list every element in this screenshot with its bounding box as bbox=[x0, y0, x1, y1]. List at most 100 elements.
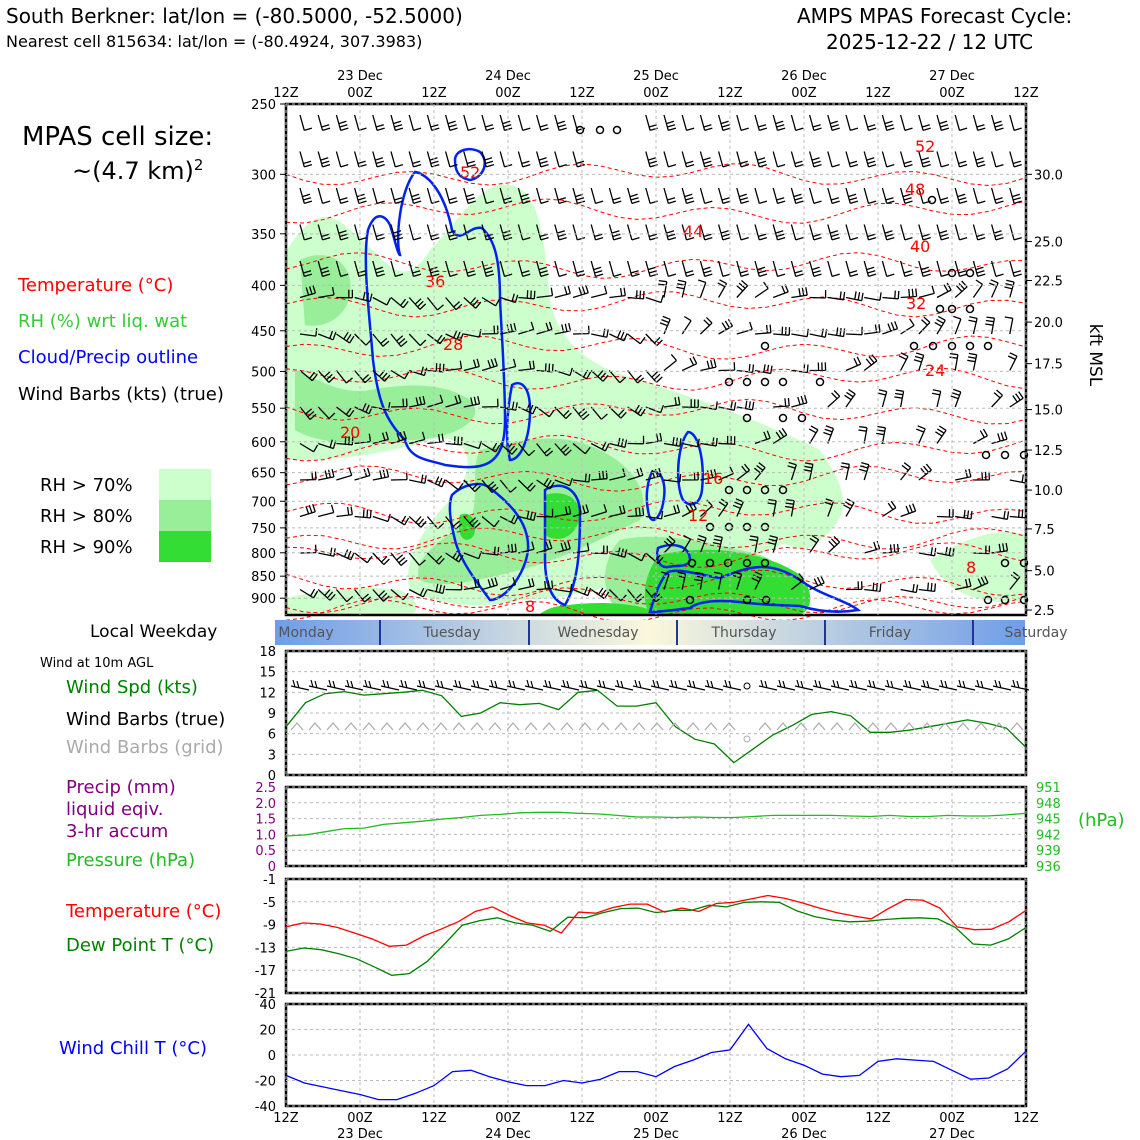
wind-barb bbox=[645, 294, 664, 304]
wind-barb bbox=[881, 260, 895, 278]
wind-barb bbox=[899, 114, 913, 132]
wind-barb bbox=[955, 468, 972, 481]
wind-barb bbox=[681, 501, 697, 518]
wind-barb bbox=[354, 552, 373, 564]
wind-barb bbox=[372, 513, 391, 523]
wind-barb bbox=[372, 589, 390, 602]
calm-wind-marker bbox=[595, 125, 605, 135]
wind-barb bbox=[863, 224, 877, 241]
wind-barb bbox=[845, 260, 859, 278]
wind-barb bbox=[572, 504, 590, 518]
surface-wind-barb bbox=[362, 679, 382, 691]
wind-barb bbox=[1009, 260, 1022, 278]
wind-barb bbox=[591, 504, 608, 518]
calm-wind-marker bbox=[965, 304, 975, 314]
wind-barb bbox=[954, 151, 968, 168]
wind-barb bbox=[499, 293, 519, 304]
calm-wind-marker bbox=[705, 558, 715, 568]
calm-wind-marker bbox=[1000, 450, 1010, 460]
wind-barb bbox=[953, 315, 962, 335]
wind-barb bbox=[682, 438, 700, 448]
calm-wind-marker bbox=[723, 558, 733, 568]
wind-barb bbox=[481, 357, 498, 372]
wind-barb bbox=[990, 224, 1004, 241]
wind-barb bbox=[991, 510, 1010, 520]
pressure-tick-label: 800 bbox=[251, 547, 276, 562]
wind-barb bbox=[408, 187, 422, 205]
bottom-hour-label: 00Z bbox=[791, 1111, 817, 1126]
top-date-label: 25 Dec bbox=[633, 69, 679, 84]
wind-barb bbox=[645, 151, 658, 168]
wind-barb bbox=[791, 573, 805, 591]
surface-wind-barb bbox=[542, 679, 562, 691]
calm-wind-marker bbox=[1000, 558, 1010, 568]
wind-barb bbox=[427, 583, 446, 595]
calm-wind-marker bbox=[947, 341, 957, 351]
pressure-line bbox=[285, 811, 1027, 837]
isotherm-label: 20 bbox=[340, 423, 360, 442]
calm-wind-marker bbox=[687, 558, 697, 568]
wind-barb bbox=[572, 586, 592, 597]
grid-wind-barb bbox=[686, 722, 700, 731]
bottom-hour-label: 00Z bbox=[939, 1111, 965, 1126]
wind-barb bbox=[499, 443, 518, 455]
wind-barb bbox=[390, 114, 404, 132]
surface-wind-barb bbox=[344, 679, 364, 691]
isotherm-label: 36 bbox=[425, 272, 445, 291]
weekday-label: Monday bbox=[278, 625, 333, 641]
top-hour-label: 12Z bbox=[717, 86, 743, 101]
wind-barb bbox=[936, 224, 950, 241]
pressure-tick-label: 250 bbox=[251, 98, 276, 113]
wind-barb bbox=[409, 431, 426, 445]
wind-barb bbox=[718, 435, 736, 445]
wind-barb bbox=[409, 474, 427, 484]
wind-barb bbox=[772, 187, 786, 205]
wind-barb bbox=[445, 330, 464, 342]
wind-barb bbox=[972, 114, 986, 132]
wind-barb bbox=[590, 406, 608, 420]
wind-barb bbox=[444, 114, 458, 132]
wind-barb bbox=[408, 224, 422, 241]
grid-wind-barb bbox=[884, 722, 898, 731]
legend-rh80: RH > 80% bbox=[40, 506, 133, 527]
wind-barb bbox=[773, 397, 790, 408]
panel-y-tick-label: 0 bbox=[268, 769, 276, 784]
wind-barb bbox=[663, 353, 677, 372]
top-date-label: 24 Dec bbox=[485, 69, 531, 84]
wind-barb bbox=[372, 296, 392, 306]
wind-barb bbox=[427, 363, 445, 373]
wind-barb bbox=[463, 151, 476, 168]
panel-y-tick-label: 15 bbox=[259, 666, 276, 681]
wind-barb bbox=[899, 224, 913, 241]
wind-barb bbox=[882, 290, 900, 300]
panel-y-tick-label: 9 bbox=[268, 707, 276, 722]
dewpoint-label: Dew Point T (°C) bbox=[66, 935, 215, 956]
legend-wind-barbs: Wind Barbs (kts) (true) bbox=[18, 384, 224, 405]
wind-barb bbox=[354, 509, 372, 519]
wind-barb bbox=[609, 287, 626, 299]
wind-barb bbox=[408, 151, 422, 168]
wind-barb bbox=[899, 151, 913, 168]
wind-barb bbox=[845, 151, 859, 168]
wind-barb bbox=[845, 356, 862, 372]
wind-barb bbox=[787, 461, 797, 481]
calm-wind-marker bbox=[760, 377, 770, 387]
wind-barb bbox=[317, 260, 331, 278]
wind-barb bbox=[712, 535, 723, 554]
calm-wind-marker bbox=[935, 304, 945, 314]
wind-barb bbox=[591, 470, 608, 481]
wind-chill-label: Wind Chill T (°C) bbox=[59, 1038, 207, 1059]
surface-wind-barb bbox=[722, 679, 742, 691]
surface-wind-barb bbox=[488, 679, 508, 691]
wind-barb bbox=[572, 187, 586, 205]
grid-wind-barb bbox=[596, 722, 610, 731]
surface-wind-barb bbox=[470, 679, 490, 691]
wind-barb bbox=[627, 370, 645, 384]
wind-barb bbox=[336, 467, 353, 481]
wind-barb bbox=[844, 388, 856, 408]
wind-barb bbox=[463, 187, 476, 205]
wind-barb bbox=[845, 224, 859, 241]
wind-barb bbox=[864, 292, 882, 301]
